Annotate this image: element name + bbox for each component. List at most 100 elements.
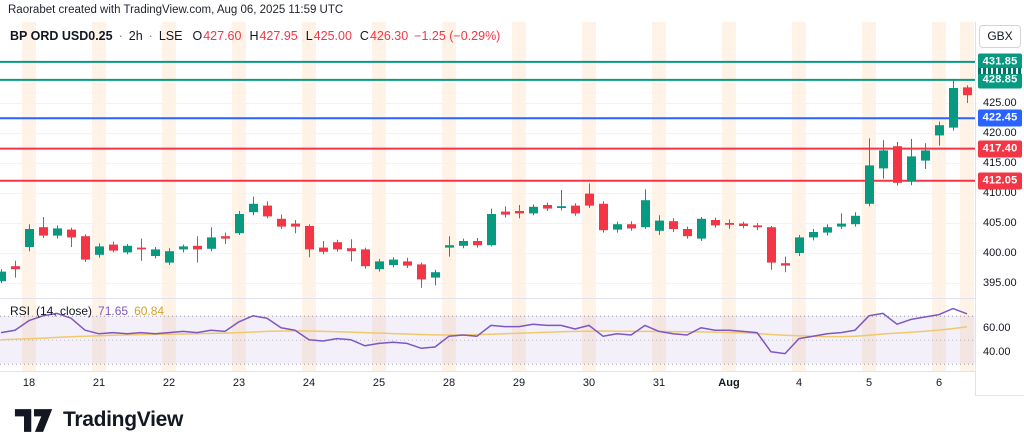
candle[interactable] — [417, 262, 426, 288]
candle[interactable] — [221, 232, 230, 244]
candle-body — [347, 248, 356, 252]
candle[interactable] — [697, 217, 706, 241]
candle[interactable] — [837, 213, 846, 229]
candle[interactable] — [123, 244, 132, 255]
candle[interactable] — [291, 220, 300, 234]
candle[interactable] — [81, 234, 90, 262]
candle[interactable] — [487, 208, 496, 247]
candle[interactable] — [655, 215, 664, 235]
candle[interactable] — [375, 259, 384, 272]
candle[interactable] — [95, 243, 104, 258]
candle-body — [11, 266, 20, 270]
tradingview-logo-icon[interactable] — [14, 406, 54, 434]
candle[interactable] — [25, 224, 34, 252]
chart-canvas[interactable] — [0, 22, 975, 371]
candle[interactable] — [963, 85, 972, 103]
candle[interactable] — [515, 205, 524, 219]
candle-body — [81, 236, 90, 260]
candle[interactable] — [781, 256, 790, 273]
candle[interactable] — [879, 140, 888, 179]
time-axis-label: 30 — [582, 377, 596, 389]
candle[interactable] — [725, 219, 734, 229]
candle[interactable] — [263, 201, 272, 219]
candle[interactable] — [67, 227, 76, 247]
candle[interactable] — [935, 121, 944, 146]
candle[interactable] — [207, 227, 216, 252]
candle[interactable] — [39, 217, 48, 238]
candle-body — [361, 249, 370, 267]
candle[interactable] — [277, 214, 286, 229]
candle[interactable] — [179, 244, 188, 253]
candle[interactable] — [151, 247, 160, 259]
tradingview-brand[interactable]: TradingView — [63, 407, 184, 431]
candle[interactable] — [627, 221, 636, 231]
candle[interactable] — [0, 269, 6, 283]
candle[interactable] — [249, 196, 258, 216]
candle[interactable] — [809, 229, 818, 241]
price-axis[interactable]: GBX 425.00 420.00 415.00 410.00 405.00 400.00… — [975, 22, 1024, 395]
candle[interactable] — [921, 143, 930, 169]
candle[interactable] — [165, 248, 174, 265]
price-level-badge[interactable]: 422.45 — [978, 109, 1022, 127]
candle[interactable] — [347, 239, 356, 262]
price-level-badge[interactable]: 417.40 — [978, 140, 1022, 158]
symbol-legend[interactable]: BP ORD USD0.25 · 2h · LSE O 427.60 H 427.95… — [10, 29, 500, 43]
candle[interactable] — [459, 238, 468, 249]
time-axis-label: 25 — [372, 377, 386, 389]
candle-body — [893, 146, 902, 183]
candle[interactable] — [53, 225, 62, 239]
candle[interactable] — [305, 224, 314, 258]
candle[interactable] — [865, 138, 874, 207]
candle-body — [221, 236, 230, 239]
candle[interactable] — [613, 221, 622, 233]
candle[interactable] — [711, 217, 720, 228]
rsi-ma-value: 60.84 — [134, 304, 165, 318]
candle[interactable] — [893, 142, 902, 186]
candle[interactable] — [599, 201, 608, 233]
candle[interactable] — [319, 241, 328, 255]
candle[interactable] — [557, 190, 566, 211]
candle[interactable] — [193, 236, 202, 263]
rsi-title[interactable]: RSI — [10, 304, 31, 318]
candle[interactable] — [137, 238, 146, 261]
candle[interactable] — [907, 139, 916, 186]
symbol-name[interactable]: BP ORD USD0.25 — [10, 29, 113, 43]
rsi-legend[interactable]: RSI (14, close) 71.65 60.84 — [10, 304, 164, 318]
price-level-badge[interactable]: 412.05 — [978, 172, 1022, 190]
candle[interactable] — [823, 224, 832, 236]
candle[interactable] — [431, 269, 440, 286]
candle[interactable] — [333, 239, 342, 252]
candle[interactable] — [641, 189, 650, 229]
candle[interactable] — [795, 235, 804, 256]
candle[interactable] — [403, 257, 412, 268]
interval-label[interactable]: 2h — [128, 29, 143, 43]
price-level-badge[interactable]: 431.85 — [978, 53, 1022, 71]
time-axis[interactable]: 18 21 22 23 24 25 28 29 30 31 Aug 4 5 6 — [0, 371, 975, 396]
candle[interactable] — [571, 203, 580, 216]
candle[interactable] — [851, 212, 860, 227]
candle[interactable] — [683, 226, 692, 239]
candle-body — [571, 205, 580, 214]
candle[interactable] — [529, 204, 538, 216]
candle[interactable] — [361, 247, 370, 269]
candle[interactable] — [109, 241, 118, 253]
candle[interactable] — [235, 211, 244, 235]
candle-body — [767, 227, 776, 263]
candle[interactable] — [473, 238, 482, 248]
candle[interactable] — [445, 236, 454, 257]
price-level-badge[interactable]: 428.85 — [978, 71, 1022, 89]
candle[interactable] — [739, 221, 748, 229]
candle[interactable] — [389, 257, 398, 268]
candle[interactable] — [753, 223, 762, 231]
candle[interactable] — [767, 226, 776, 270]
currency-button[interactable]: GBX — [979, 25, 1021, 48]
candle[interactable] — [669, 218, 678, 232]
candle[interactable] — [501, 206, 510, 218]
candle-body — [25, 229, 34, 247]
candle[interactable] — [585, 183, 594, 208]
candle[interactable] — [11, 260, 20, 278]
attribution-text: Raorabet created with TradingView.com, A… — [8, 4, 344, 16]
candle[interactable] — [543, 202, 552, 211]
candle[interactable] — [949, 80, 958, 131]
ohlc-pair: L 425.00 — [305, 29, 352, 43]
